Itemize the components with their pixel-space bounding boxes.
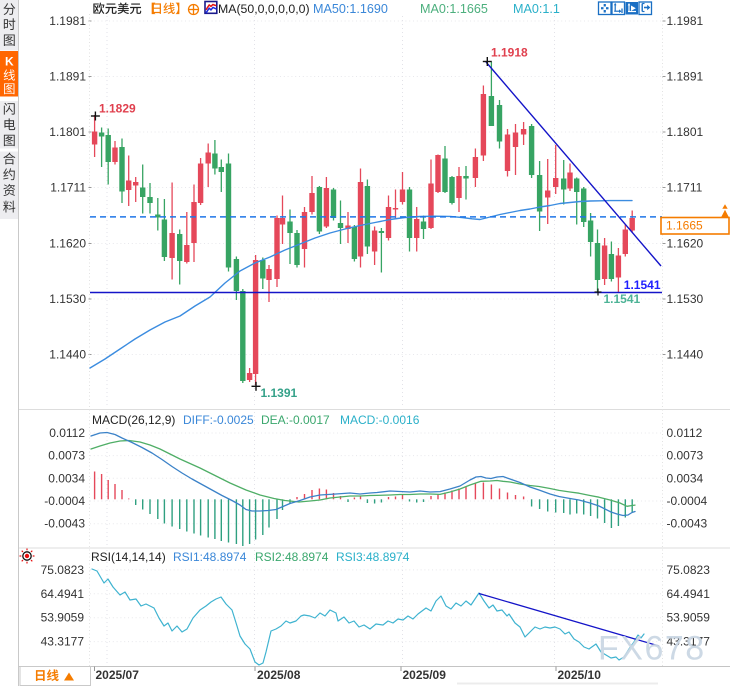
svg-text:0.0112: 0.0112 (667, 426, 703, 440)
svg-text:2025/08: 2025/08 (257, 668, 301, 682)
svg-text:1.1891: 1.1891 (667, 70, 704, 84)
svg-text:1.1440: 1.1440 (667, 348, 704, 362)
svg-text:RSI2:48.8974: RSI2:48.8974 (255, 550, 329, 564)
svg-text:0.0073: 0.0073 (667, 449, 704, 463)
svg-text:43.3177: 43.3177 (667, 635, 711, 649)
svg-text:43.3177: 43.3177 (41, 635, 85, 649)
svg-text:64.4941: 64.4941 (41, 587, 85, 601)
svg-text:MA(50,0,0,0,0,0): MA(50,0,0,0,0,0) (218, 2, 310, 16)
svg-text:1.1829: 1.1829 (99, 102, 136, 116)
svg-text:2025/09: 2025/09 (403, 668, 447, 682)
svg-text:1.1918: 1.1918 (491, 46, 528, 60)
svg-text:0.0073: 0.0073 (48, 449, 85, 463)
svg-text:53.9059: 53.9059 (667, 611, 711, 625)
svg-text:1.1801: 1.1801 (667, 125, 704, 139)
svg-text:2025/10: 2025/10 (558, 668, 602, 682)
svg-text:0.0034: 0.0034 (48, 471, 85, 485)
svg-text:MACD:-0.0016: MACD:-0.0016 (340, 413, 420, 427)
svg-text:75.0823: 75.0823 (667, 563, 711, 577)
svg-text:MA50:1.1690: MA50:1.1690 (313, 2, 388, 16)
svg-text:MA0:1.1665: MA0:1.1665 (420, 2, 488, 16)
svg-text:1.1891: 1.1891 (49, 70, 86, 84)
svg-text:-0.0004: -0.0004 (44, 494, 85, 508)
svg-text:53.9059: 53.9059 (41, 611, 85, 625)
svg-text:1.1620: 1.1620 (49, 237, 86, 251)
svg-text:FX678: FX678 (598, 630, 706, 668)
svg-text:1.1981: 1.1981 (667, 14, 704, 28)
svg-text:1.1530: 1.1530 (49, 292, 86, 306)
svg-text:DIFF:-0.0025: DIFF:-0.0025 (183, 413, 254, 427)
svg-text:DEA:-0.0017: DEA:-0.0017 (261, 413, 330, 427)
svg-text:2025/07: 2025/07 (96, 668, 140, 682)
svg-text:1.1440: 1.1440 (49, 348, 86, 362)
svg-text:1.1981: 1.1981 (49, 14, 86, 28)
svg-text:1.1711: 1.1711 (667, 181, 703, 195)
svg-text:RSI(14,14,14): RSI(14,14,14) (91, 550, 166, 564)
svg-text:1.1541: 1.1541 (624, 278, 661, 292)
svg-text:1.1541: 1.1541 (604, 292, 641, 306)
svg-text:0.0034: 0.0034 (667, 471, 704, 485)
svg-text:MA0:1.1: MA0:1.1 (513, 2, 560, 16)
svg-text:0.0112: 0.0112 (49, 426, 85, 440)
svg-text:1.1711: 1.1711 (50, 181, 86, 195)
svg-text:64.4941: 64.4941 (667, 587, 711, 601)
svg-text:RSI1:48.8974: RSI1:48.8974 (173, 550, 247, 564)
svg-text:-0.0004: -0.0004 (667, 494, 708, 508)
svg-text:1.1801: 1.1801 (49, 125, 86, 139)
svg-text:-0.0043: -0.0043 (667, 517, 708, 531)
svg-text:1.1665: 1.1665 (666, 219, 703, 233)
svg-text:1.1620: 1.1620 (667, 237, 704, 251)
svg-text:1.1530: 1.1530 (667, 292, 704, 306)
svg-text:75.0823: 75.0823 (41, 563, 85, 577)
svg-text:-0.0043: -0.0043 (44, 517, 85, 531)
svg-text:RSI3:48.8974: RSI3:48.8974 (336, 550, 410, 564)
svg-text:1.1391: 1.1391 (261, 386, 298, 400)
svg-text:K: K (5, 55, 14, 69)
svg-text:MACD(26,12,9): MACD(26,12,9) (92, 413, 175, 427)
